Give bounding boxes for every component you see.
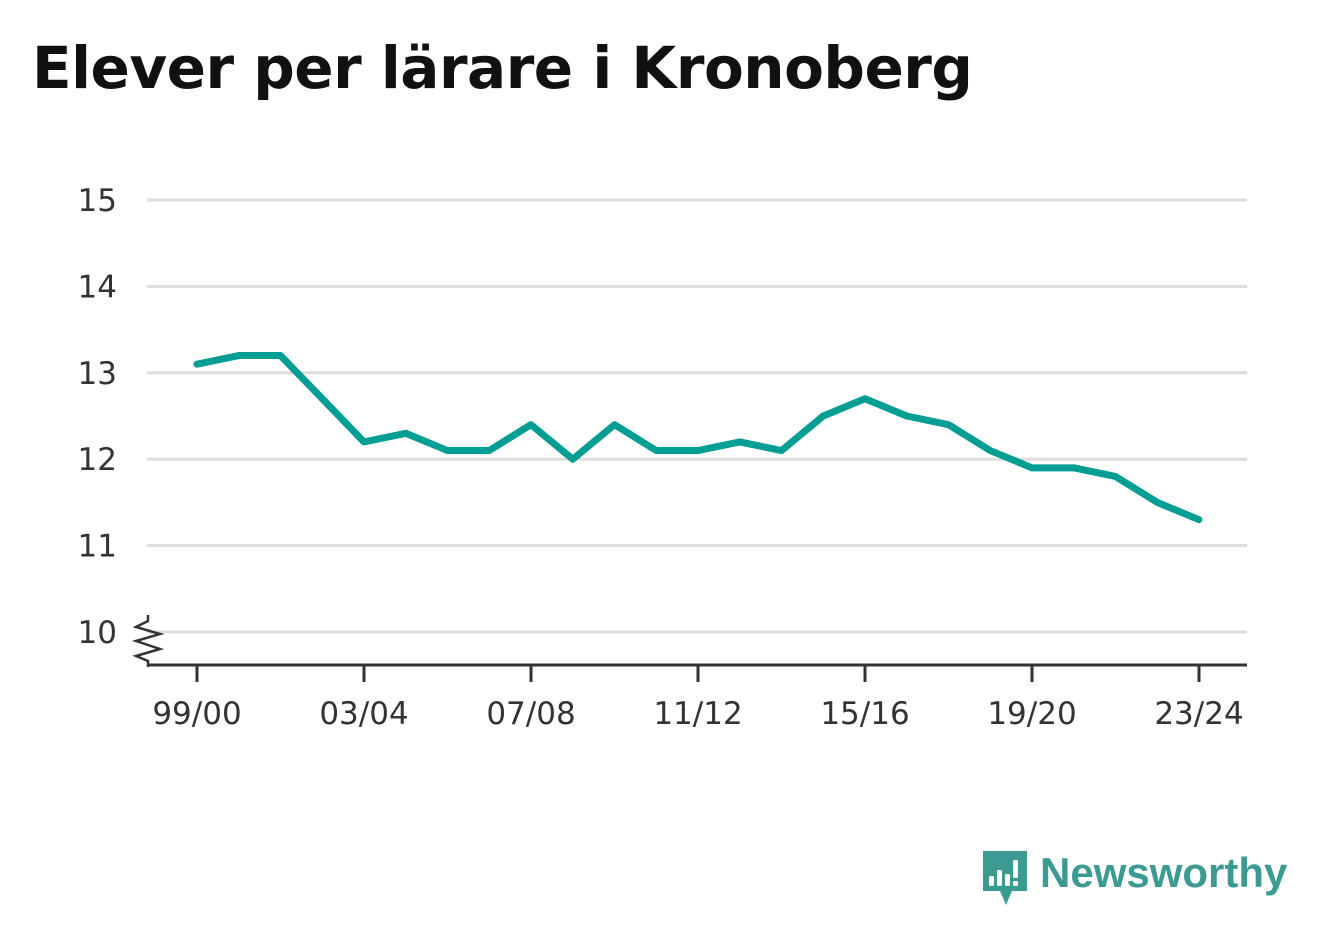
x-tick-label: 19/20 — [987, 696, 1076, 732]
x-tick-labels: 99/00 03/04 07/08 11/12 15/16 19/20 23/24 — [152, 696, 1243, 732]
x-tick-label: 03/04 — [319, 696, 408, 732]
series-line — [193, 352, 1203, 524]
x-tick-label: 15/16 — [820, 696, 909, 732]
newsworthy-logo: Newsworthy — [980, 848, 1287, 912]
chart-title: Elever per lärare i Kronoberg — [32, 34, 973, 102]
bar-chart-speech-bubble-icon — [983, 851, 1027, 905]
series-group — [193, 352, 1203, 524]
x-tick-label: 07/08 — [486, 696, 575, 732]
y-tick-label: 15 — [78, 183, 117, 219]
x-axis — [131, 615, 1247, 682]
y-tick-label: 12 — [78, 442, 117, 478]
y-tick-label: 13 — [78, 356, 117, 392]
x-tick-label: 99/00 — [152, 696, 241, 732]
y-tick-labels: 10 11 12 13 14 15 — [78, 183, 117, 651]
y-tick-label: 14 — [78, 269, 117, 305]
x-tick-label: 23/24 — [1154, 696, 1243, 732]
gridlines — [147, 198, 1247, 634]
brand-name: Newsworthy — [1040, 849, 1288, 896]
y-tick-label: 10 — [78, 615, 117, 651]
y-tick-label: 11 — [78, 529, 117, 565]
x-tick-label: 11/12 — [653, 696, 742, 732]
axis-break-icon — [131, 615, 165, 667]
